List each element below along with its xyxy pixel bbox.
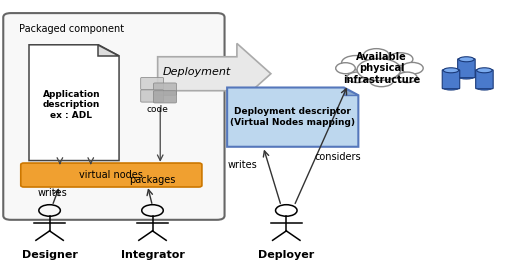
Polygon shape [99, 45, 119, 56]
Ellipse shape [342, 56, 370, 70]
Text: code: code [147, 106, 168, 114]
FancyBboxPatch shape [154, 91, 176, 103]
FancyBboxPatch shape [458, 59, 475, 78]
Text: Integrator: Integrator [121, 250, 184, 260]
Ellipse shape [459, 57, 474, 62]
FancyBboxPatch shape [141, 78, 164, 90]
Ellipse shape [347, 72, 367, 83]
Ellipse shape [370, 76, 393, 87]
FancyBboxPatch shape [476, 70, 493, 89]
Polygon shape [344, 88, 358, 95]
Text: Designer: Designer [22, 250, 77, 260]
Text: virtual nodes: virtual nodes [79, 170, 143, 180]
Polygon shape [158, 43, 271, 104]
FancyBboxPatch shape [154, 83, 176, 95]
Ellipse shape [357, 58, 401, 81]
Text: Deployment descriptor
(Virtual Nodes mapping): Deployment descriptor (Virtual Nodes map… [230, 107, 355, 127]
Text: Application
description
ex : ADL: Application description ex : ADL [42, 90, 100, 120]
Ellipse shape [336, 63, 355, 74]
Polygon shape [227, 88, 358, 147]
FancyBboxPatch shape [442, 70, 460, 89]
Text: considers: considers [314, 152, 361, 162]
Text: Deployer: Deployer [258, 250, 314, 260]
FancyBboxPatch shape [3, 13, 224, 220]
Text: packages: packages [130, 175, 175, 185]
Ellipse shape [388, 53, 413, 65]
Ellipse shape [459, 75, 474, 79]
Ellipse shape [401, 62, 423, 74]
Text: Available
physical
infrastructure: Available physical infrastructure [343, 52, 420, 85]
Text: writes: writes [228, 160, 257, 170]
FancyBboxPatch shape [141, 90, 164, 102]
Polygon shape [29, 45, 119, 161]
FancyBboxPatch shape [21, 163, 202, 187]
Ellipse shape [363, 49, 389, 62]
Text: Deployment: Deployment [163, 67, 231, 77]
Text: writes: writes [37, 188, 67, 198]
Ellipse shape [443, 68, 459, 73]
Ellipse shape [477, 68, 492, 73]
Ellipse shape [397, 72, 417, 83]
Ellipse shape [443, 86, 459, 90]
Ellipse shape [477, 86, 492, 90]
Text: Packaged component: Packaged component [19, 24, 124, 34]
